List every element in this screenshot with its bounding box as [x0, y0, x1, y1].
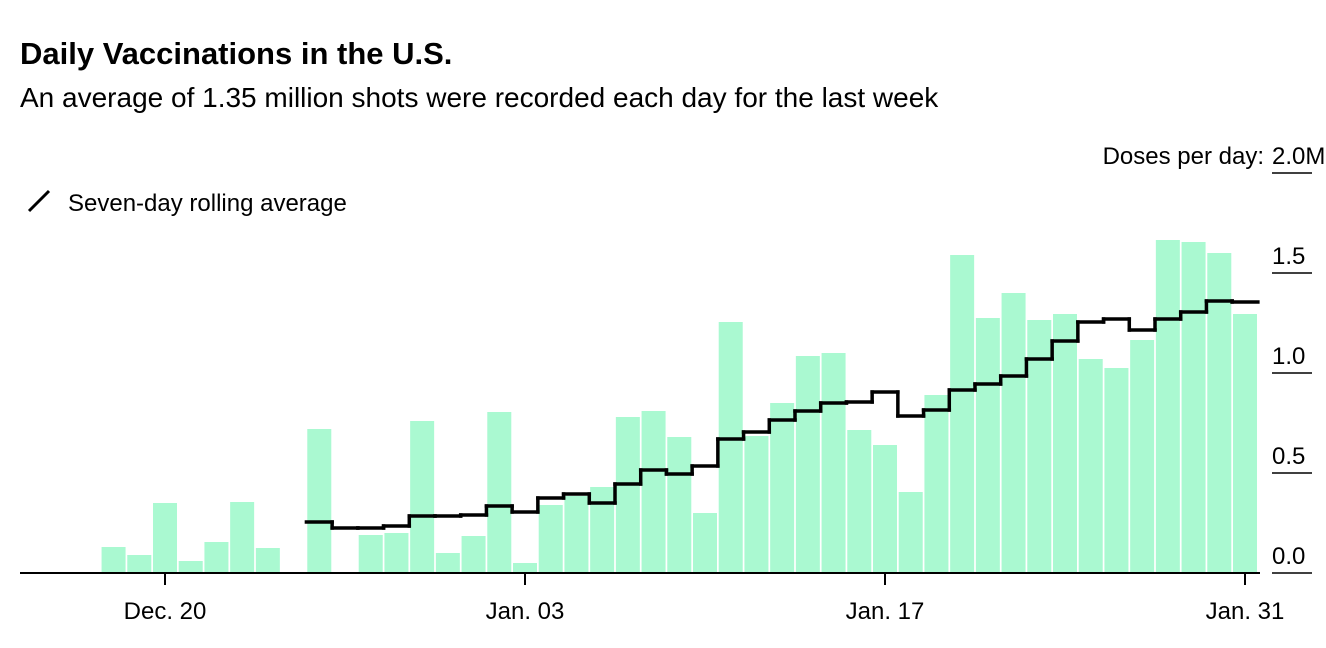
y-tick-label: 1.5 — [1272, 243, 1305, 270]
bar — [847, 430, 872, 573]
bar — [230, 502, 255, 573]
bar — [513, 563, 537, 573]
bar — [744, 436, 769, 573]
x-tick-label: Jan. 03 — [486, 598, 565, 625]
bar — [590, 487, 615, 573]
bar — [693, 513, 717, 573]
bar — [898, 492, 923, 573]
bar — [101, 547, 126, 573]
bar — [127, 555, 152, 573]
bar — [1104, 368, 1129, 573]
y-axis-label: Doses per day: — [1103, 143, 1264, 170]
bar — [410, 421, 435, 573]
x-tick-label: Jan. 31 — [1206, 598, 1285, 625]
bar — [461, 536, 486, 573]
bar — [1207, 253, 1232, 573]
bar — [615, 417, 640, 573]
y-tick-label: 0.0 — [1272, 543, 1305, 570]
bar — [1078, 359, 1103, 573]
bar — [204, 542, 229, 573]
bar — [950, 255, 975, 573]
bar — [795, 356, 820, 573]
bar — [641, 411, 666, 573]
bar — [435, 553, 460, 573]
y-tick-label: 0.5 — [1272, 443, 1305, 470]
bar — [564, 496, 589, 573]
bar — [255, 548, 280, 573]
bar — [1001, 293, 1026, 573]
bar — [178, 561, 203, 573]
bar — [667, 437, 692, 573]
bar — [1233, 314, 1257, 573]
chart-subtitle: An average of 1.35 million shots were re… — [20, 82, 939, 113]
bar — [153, 503, 177, 573]
bar — [487, 412, 512, 573]
bar — [1053, 314, 1077, 573]
y-tick-label: 1.0 — [1272, 343, 1305, 370]
bar — [384, 533, 409, 573]
x-tick-label: Dec. 20 — [124, 598, 207, 625]
bar — [770, 403, 795, 573]
x-tick-label: Jan. 17 — [846, 598, 925, 625]
bar — [718, 322, 743, 573]
legend-label: Seven-day rolling average — [68, 190, 347, 217]
bar — [1027, 320, 1052, 573]
bar — [307, 429, 332, 573]
bar — [1181, 242, 1206, 573]
legend-icon — [27, 189, 51, 213]
bar — [1130, 340, 1155, 573]
bar — [975, 318, 1000, 573]
bar — [1155, 240, 1180, 573]
bar — [358, 535, 383, 573]
y-tick-label: 2.0M — [1272, 143, 1325, 170]
bar — [873, 445, 897, 573]
bar — [538, 505, 563, 573]
chart-title: Daily Vaccinations in the U.S. — [20, 36, 452, 71]
bar — [924, 395, 949, 573]
bar — [821, 353, 846, 573]
